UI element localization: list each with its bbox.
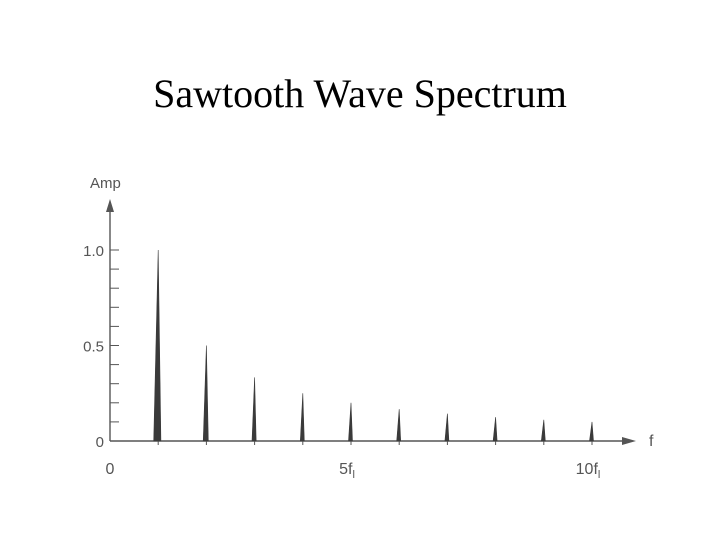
chart-labels: 0 0.5 1.0 0 5fl 10fl Amp f: [83, 175, 654, 481]
spectrum-spike: [202, 345, 209, 442]
y-tick-label: 0.5: [83, 339, 104, 356]
spectrum-spike: [348, 402, 353, 442]
x-axis-title: f: [649, 433, 654, 450]
x-axis-arrow: [622, 437, 636, 445]
y-tick-label: 1.0: [83, 243, 104, 260]
spectrum-spike: [589, 421, 594, 442]
y-tick-label: 0: [96, 434, 104, 451]
y-axis-arrow: [106, 199, 114, 212]
spectrum-spike: [153, 249, 162, 442]
spectrum-spike: [396, 409, 402, 442]
spectrum-spike: [540, 419, 546, 442]
y-axis-title: Amp: [90, 175, 121, 192]
spectrum-spike: [444, 413, 450, 442]
chart-axes: [106, 199, 636, 445]
spectrum-spike: [492, 417, 498, 442]
x-tick-label: 5fl: [339, 461, 355, 481]
slide-title: Sawtooth Wave Spectrum: [153, 71, 567, 116]
chart-spikes: [153, 249, 594, 442]
spectrum-spike: [299, 393, 305, 442]
spectrum-spike: [251, 377, 257, 442]
x-tick-label: 0: [106, 461, 115, 478]
x-tick-label: 10fl: [576, 461, 601, 481]
